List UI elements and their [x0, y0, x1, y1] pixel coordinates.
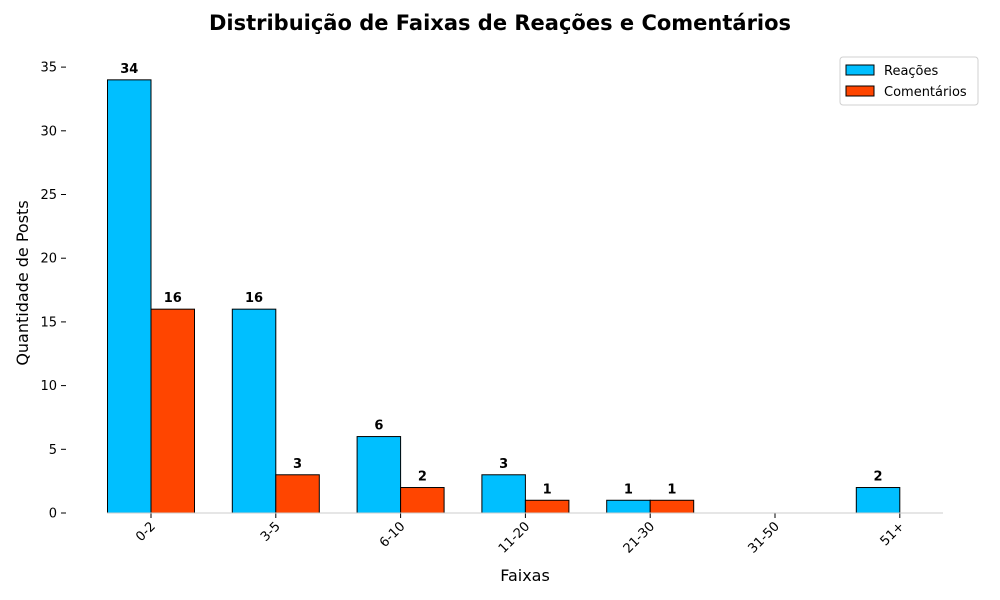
y-axis-label: Quantidade de Posts: [13, 200, 32, 365]
x-axis: 0-2 3-5 6-10 11-20 21-30 31-50 51+: [107, 512, 943, 557]
y-axis: 0 5 10 15 20 25 30 35: [40, 61, 66, 522]
y-tick-label: 10: [40, 379, 57, 394]
bar-rea-es-21-30: [606, 499, 651, 514]
legend-swatch-coment-rios: [845, 85, 875, 97]
legend-label-coment-rios: Comentários: [884, 85, 967, 100]
bar-coment-rios-0-2: [150, 308, 195, 514]
x-tick-label: 51+: [878, 519, 908, 549]
x-tick-label: 21-30: [621, 519, 658, 556]
data-labels-group: 34 16 16 3 6 2 3 1 1 1 2: [120, 62, 882, 497]
data-label-coment-rios-3-5: 3: [293, 457, 302, 472]
data-label-rea-es-21-30: 1: [624, 482, 633, 497]
x-tick-label: 3-5: [258, 519, 284, 545]
data-label-rea-es-51: 2: [874, 470, 883, 485]
legend-label-rea-es: Reações: [884, 64, 939, 79]
legend: Reações Comentários: [839, 56, 979, 106]
x-tick-label: 31-50: [746, 519, 783, 556]
bar-coment-rios-21-30: [649, 499, 695, 514]
y-tick-label: 20: [40, 252, 57, 267]
y-tick-label: 30: [40, 124, 57, 139]
y-tick-label: 0: [49, 507, 57, 522]
data-label-coment-rios-6-10: 2: [418, 470, 427, 485]
bars-group: [107, 79, 901, 514]
bar-coment-rios-11-20: [524, 499, 570, 514]
bar-coment-rios-6-10: [400, 487, 445, 514]
bar-rea-es-11-20: [481, 474, 526, 514]
y-tick-label: 35: [40, 61, 57, 76]
x-tick-label: 6-10: [377, 519, 408, 550]
data-label-rea-es-6-10: 6: [374, 419, 383, 434]
x-axis-label: Faixas: [500, 566, 550, 585]
y-tick-label: 15: [40, 315, 57, 330]
data-label-rea-es-3-5: 16: [245, 291, 263, 306]
bar-rea-es-0-2: [107, 79, 152, 514]
data-label-rea-es-11-20: 3: [499, 457, 508, 472]
y-tick-label: 25: [40, 188, 57, 203]
x-tick-label: 0-2: [133, 519, 159, 545]
x-tick-label: 11-20: [496, 519, 533, 556]
data-label-coment-rios-21-30: 1: [667, 482, 676, 497]
y-tick-label: 5: [49, 443, 57, 458]
chart-title: Distribuição de Faixas de Reações e Come…: [209, 11, 791, 35]
data-label-rea-es-0-2: 34: [120, 62, 138, 77]
data-label-coment-rios-11-20: 1: [543, 482, 552, 497]
bar-rea-es-51: [855, 487, 901, 514]
legend-swatch-rea-es: [845, 64, 875, 76]
bar-rea-es-3-5: [231, 308, 277, 514]
bar-rea-es-6-10: [356, 436, 402, 514]
data-label-coment-rios-0-2: 16: [164, 291, 182, 306]
bar-coment-rios-3-5: [275, 474, 320, 514]
